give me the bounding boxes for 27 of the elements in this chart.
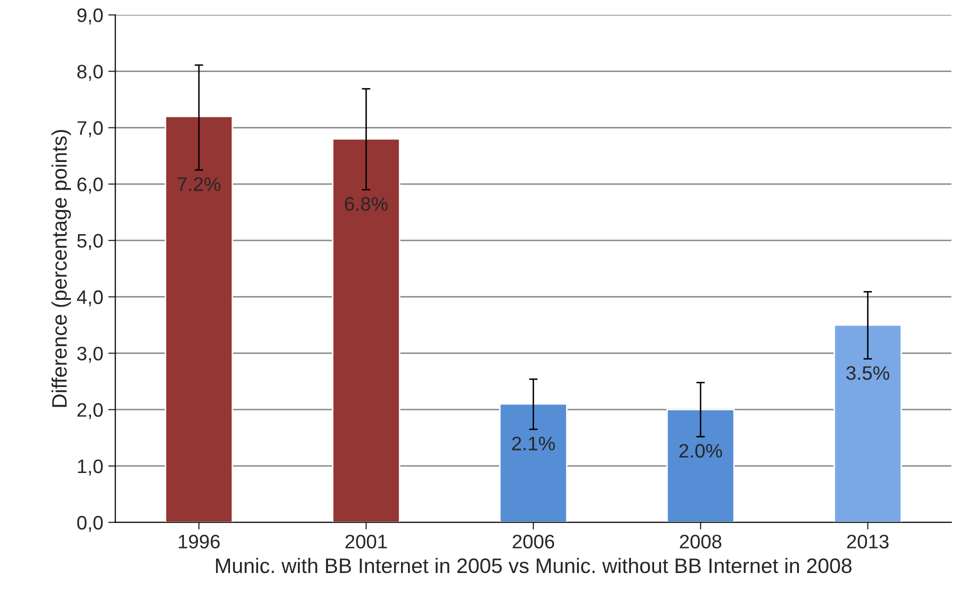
data-label: 2.1%	[512, 436, 555, 450]
data-label: 3.5%	[846, 366, 890, 380]
y-tick-label: 4,0	[76, 290, 103, 306]
y-tick-label: 7,0	[77, 121, 103, 138]
bar	[164, 116, 234, 522]
data-label: 7.2%	[178, 177, 220, 191]
y-tick-label: 3,0	[77, 346, 103, 363]
y-tick-label: 1,0	[78, 459, 103, 476]
bar	[332, 138, 400, 522]
y-axis-title: Difference (percentage points)	[52, 130, 71, 407]
bar	[666, 408, 735, 522]
bar	[834, 324, 902, 522]
data-label: 2.0%	[679, 444, 722, 458]
y-tick-label: 9,0	[77, 8, 103, 24]
y-tick-label: 8,0	[77, 64, 103, 81]
x-tick-label: 2001	[345, 534, 387, 548]
x-axis-title: Munic. with BB Internet in 2005 vs Munic. without BB Internet in 2008	[216, 558, 852, 574]
x-tick-label: 2006	[512, 534, 554, 548]
bar	[499, 403, 568, 522]
y-tick-label: 0,0	[77, 516, 103, 532]
y-tick-label: 5,0	[77, 234, 103, 250]
y-tick-label: 2,0	[77, 403, 103, 420]
y-tick-label: 6,0	[77, 178, 103, 194]
x-tick-label: 2013	[847, 534, 889, 548]
x-tick-label: 1996	[178, 534, 220, 548]
data-label: 6.8%	[344, 196, 388, 211]
x-tick-label: 2008	[680, 534, 722, 548]
